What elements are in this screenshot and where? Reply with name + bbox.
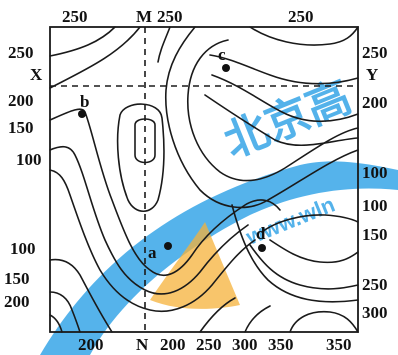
left-label-3: 150: [8, 118, 34, 137]
line-y-label: Y: [366, 65, 378, 84]
bottom-label-3: 250: [196, 335, 222, 354]
left-label-7: 200: [4, 292, 30, 311]
bottom-label-2: 200: [160, 335, 186, 354]
right-label-6: 250: [362, 275, 388, 294]
watermark-swoosh-blue: [40, 161, 398, 355]
point-a-label: a: [148, 243, 157, 262]
left-label-4: 100: [16, 150, 42, 169]
top-label-1: 250: [62, 7, 88, 26]
contour-lines: [49, 26, 359, 333]
top-label-2: 250: [157, 7, 183, 26]
left-label-1: 250: [8, 43, 34, 62]
point-a-marker: [164, 242, 172, 250]
right-label-5: 150: [362, 225, 388, 244]
bottom-label-5: 350: [268, 335, 294, 354]
bottom-label-4: 300: [232, 335, 258, 354]
watermark-text: 北京高 www.wln: [217, 72, 358, 250]
left-label-2: 200: [8, 91, 34, 110]
line-x-label: X: [30, 65, 43, 84]
watermark-swoosh-orange: [150, 222, 240, 309]
right-label-7: 300: [362, 303, 388, 322]
point-b-label: b: [80, 92, 89, 111]
point-c-marker: [222, 64, 230, 72]
line-n-label: N: [136, 335, 149, 354]
left-label-6: 150: [4, 269, 30, 288]
bottom-label-1: 200: [78, 335, 104, 354]
right-label-3: 100: [362, 163, 388, 182]
point-d-label: d: [256, 224, 266, 243]
top-label-3: 250: [288, 7, 314, 26]
point-b-marker: [78, 110, 86, 118]
right-label-2: 200: [362, 93, 388, 112]
line-m-label: M: [136, 7, 152, 26]
bottom-label-6: 350: [326, 335, 352, 354]
left-label-5: 100: [10, 239, 36, 258]
right-label-4: 100: [362, 196, 388, 215]
map-frame: [49, 26, 359, 333]
point-d-marker: [258, 244, 266, 252]
point-c-label: c: [218, 45, 226, 64]
right-label-1: 250: [362, 43, 388, 62]
